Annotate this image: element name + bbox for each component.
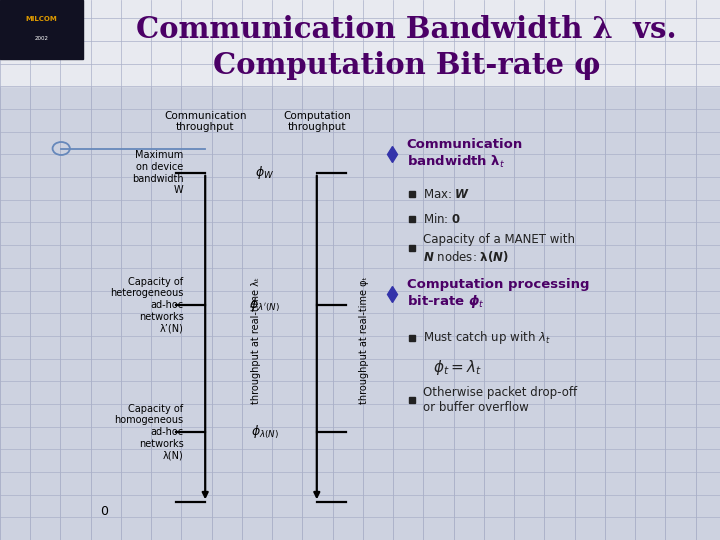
Text: $\phi_{\lambda'(N)}$: $\phi_{\lambda'(N)}$ [249, 296, 280, 314]
Text: Computation Bit-rate φ: Computation Bit-rate φ [213, 51, 600, 80]
Text: Communication
bandwidth $\boldsymbol{\lambda}_t$: Communication bandwidth $\boldsymbol{\la… [407, 138, 523, 170]
Text: Maximum
on device
bandwidth
W: Maximum on device bandwidth W [132, 151, 184, 195]
Bar [0, 0, 720, 86]
Text: Computation
throughput: Computation throughput [283, 111, 351, 132]
Text: Capacity of
homogeneous
ad-hoc
networks
λ(N): Capacity of homogeneous ad-hoc networks … [114, 404, 184, 460]
Text: Min: $\boldsymbol{0}$: Min: $\boldsymbol{0}$ [423, 212, 462, 226]
Text: Computation processing
bit-rate $\boldsymbol{\phi}_t$: Computation processing bit-rate $\boldsy… [407, 278, 589, 310]
Text: throughput at real-time λₜ: throughput at real-time λₜ [251, 277, 261, 403]
Text: 2002: 2002 [35, 36, 48, 41]
Text: throughput at real-time φₜ: throughput at real-time φₜ [359, 276, 369, 404]
Text: Must catch up with $\lambda_t$: Must catch up with $\lambda_t$ [423, 329, 551, 346]
Text: Max: $\boldsymbol{W}$: Max: $\boldsymbol{W}$ [423, 188, 471, 201]
Text: Communication Bandwidth λ  vs.: Communication Bandwidth λ vs. [137, 15, 677, 44]
Text: Capacity of a MANET with
$\boldsymbol{N}$ nodes: $\boldsymbol{\lambda(N)}$: Capacity of a MANET with $\boldsymbol{N}… [423, 233, 575, 264]
Text: $\phi_W$: $\phi_W$ [255, 164, 274, 181]
Text: MILCOM: MILCOM [25, 16, 58, 22]
Text: 0: 0 [100, 505, 109, 518]
Text: Communication
throughput: Communication throughput [164, 111, 246, 132]
Text: Otherwise packet drop-off
or buffer overflow: Otherwise packet drop-off or buffer over… [423, 386, 577, 414]
Text: Capacity of
heterogeneous
ad-hoc
networks
λ’(N): Capacity of heterogeneous ad-hoc network… [110, 277, 184, 333]
Text: $\phi_{\lambda(N)}$: $\phi_{\lambda(N)}$ [251, 423, 279, 441]
Bar [0, 0, 83, 59]
Text: $\phi_t = \lambda_t$: $\phi_t = \lambda_t$ [433, 357, 482, 377]
